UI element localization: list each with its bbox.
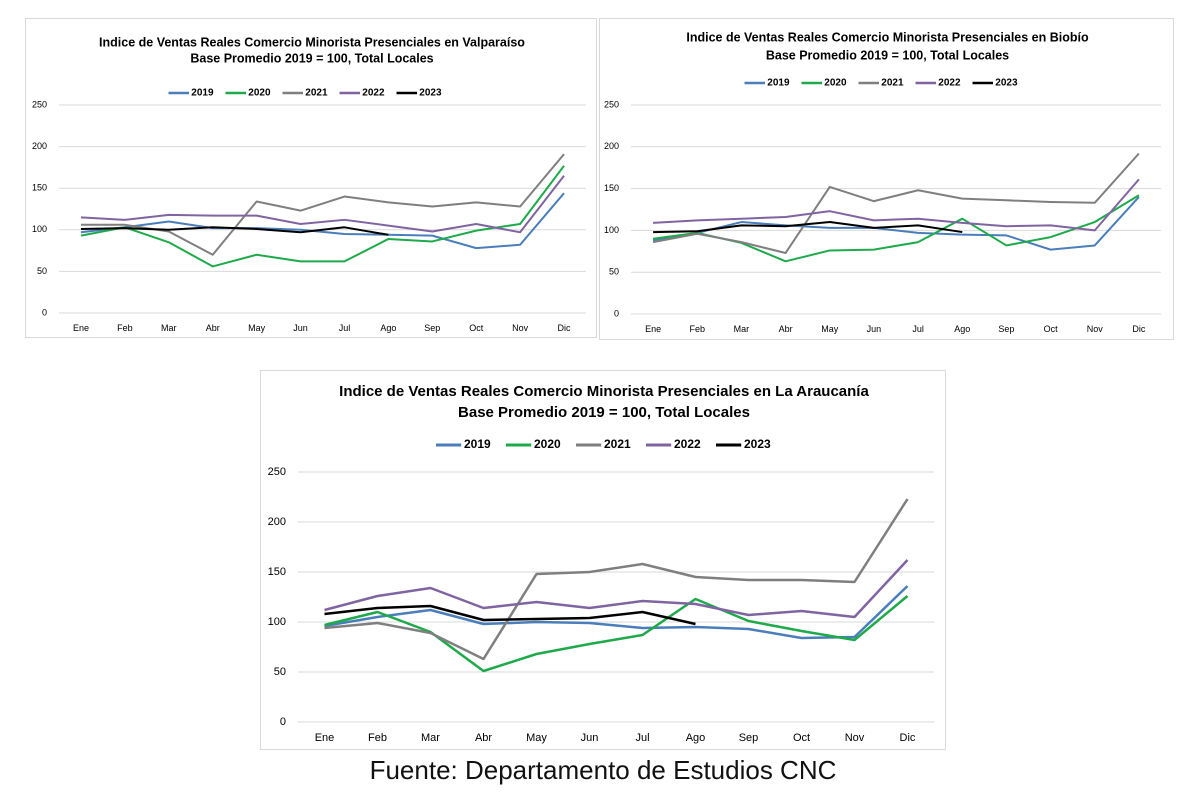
series-line — [324, 604, 696, 626]
x-tick-label: May — [821, 324, 839, 334]
x-tick-label: Jul — [635, 732, 649, 744]
x-tick-label: Oct — [1044, 324, 1059, 334]
x-tick-label: Ene — [645, 324, 661, 334]
series-line — [80, 165, 565, 268]
chart: Indice de Ventas Reales Comercio Minoris… — [599, 18, 1174, 340]
x-tick-label: Ago — [686, 732, 706, 744]
chart-title: Indice de Ventas Reales Comercio Minoris… — [339, 383, 869, 400]
y-tick-label: 0 — [614, 308, 619, 318]
x-tick-label: Nov — [512, 323, 529, 333]
x-tick-label: Oct — [793, 732, 810, 744]
x-tick-label: Mar — [421, 732, 440, 744]
legend-label: 2023 — [995, 78, 1018, 89]
x-tick-label: Oct — [469, 323, 484, 333]
x-tick-label: Feb — [368, 732, 387, 744]
x-tick-label: May — [248, 323, 266, 333]
x-tick-label: Nov — [1087, 324, 1104, 334]
legend-label: 2023 — [419, 88, 442, 99]
legend-label: 2022 — [674, 437, 701, 451]
x-tick-label: Sep — [424, 323, 440, 333]
series-line — [652, 196, 1140, 251]
legend-label: 2022 — [362, 88, 385, 99]
x-tick-label: Ago — [954, 324, 970, 334]
y-tick-label: 50 — [274, 666, 286, 678]
series-line — [80, 175, 565, 234]
legend-label: 2020 — [824, 78, 847, 89]
series-line — [653, 221, 963, 234]
x-tick-label: Mar — [734, 324, 750, 334]
legend-label: 2021 — [305, 88, 328, 99]
y-tick-label: 0 — [42, 307, 47, 317]
x-tick-label: Jul — [339, 323, 351, 333]
series-line — [324, 585, 909, 640]
x-tick-label: Jun — [293, 323, 308, 333]
x-tick-label: Dic — [900, 732, 916, 744]
y-tick-label: 150 — [32, 183, 47, 193]
legend-label: 2021 — [604, 437, 631, 451]
legend-label: 2021 — [881, 78, 904, 89]
x-tick-label: Feb — [689, 324, 705, 334]
x-tick-label: Ene — [73, 323, 89, 333]
chart: Indice de Ventas Reales Comercio Minoris… — [260, 370, 946, 750]
legend-label: 2020 — [534, 437, 561, 451]
series-line — [324, 559, 909, 619]
x-tick-label: Dic — [558, 323, 571, 333]
legend-label: 2023 — [744, 437, 771, 451]
y-tick-label: 150 — [268, 566, 286, 578]
series-line — [652, 152, 1140, 254]
x-tick-label: Dic — [1132, 324, 1145, 334]
x-tick-label: Jun — [581, 732, 599, 744]
series-line — [653, 178, 1140, 232]
x-tick-label: Feb — [117, 323, 133, 333]
chart-title: Indice de Ventas Reales Comercio Minoris… — [686, 30, 1089, 44]
legend-label: 2019 — [464, 437, 491, 451]
legend-label: 2019 — [191, 88, 214, 99]
x-tick-label: May — [526, 732, 547, 744]
series-line — [80, 226, 389, 236]
chart-subtitle: Base Promedio 2019 = 100, Total Locales — [190, 51, 433, 65]
series-line — [324, 595, 909, 673]
series-line — [324, 498, 909, 661]
y-tick-label: 50 — [37, 266, 47, 276]
chart-title: Indice de Ventas Reales Comercio Minoris… — [99, 35, 525, 49]
chart-subtitle: Base Promedio 2019 = 100, Total Locales — [766, 48, 1009, 62]
legend-label: 2019 — [767, 78, 790, 89]
series-line — [80, 153, 565, 256]
x-tick-label: Ago — [380, 323, 396, 333]
y-tick-label: 100 — [32, 224, 47, 234]
y-tick-label: 200 — [604, 141, 619, 151]
y-tick-label: 250 — [268, 466, 286, 478]
y-tick-label: 100 — [604, 225, 619, 235]
x-tick-label: Abr — [779, 324, 793, 334]
y-tick-label: 150 — [604, 183, 619, 193]
x-tick-label: Abr — [206, 323, 220, 333]
x-tick-label: Sep — [998, 324, 1014, 334]
x-tick-label: Jun — [867, 324, 882, 334]
legend-label: 2022 — [938, 78, 961, 89]
chart-subtitle: Base Promedio 2019 = 100, Total Locales — [458, 404, 750, 421]
source-note: Fuente: Departamento de Estudios CNC — [369, 755, 837, 785]
x-tick-label: Ene — [315, 732, 335, 744]
y-tick-label: 250 — [32, 99, 47, 109]
y-tick-label: 250 — [604, 99, 619, 109]
y-tick-label: 100 — [268, 616, 286, 628]
x-tick-label: Abr — [475, 732, 492, 744]
x-tick-label: Sep — [739, 732, 759, 744]
y-tick-label: 200 — [268, 516, 286, 528]
chart: Indice de Ventas Reales Comercio Minoris… — [25, 18, 597, 338]
x-tick-label: Nov — [845, 732, 865, 744]
x-tick-label: Jul — [912, 324, 924, 334]
series-line — [80, 192, 565, 250]
y-tick-label: 50 — [609, 267, 619, 277]
legend-label: 2020 — [248, 88, 271, 99]
y-tick-label: 200 — [32, 141, 47, 151]
y-tick-label: 0 — [280, 716, 286, 728]
x-tick-label: Mar — [161, 323, 177, 333]
